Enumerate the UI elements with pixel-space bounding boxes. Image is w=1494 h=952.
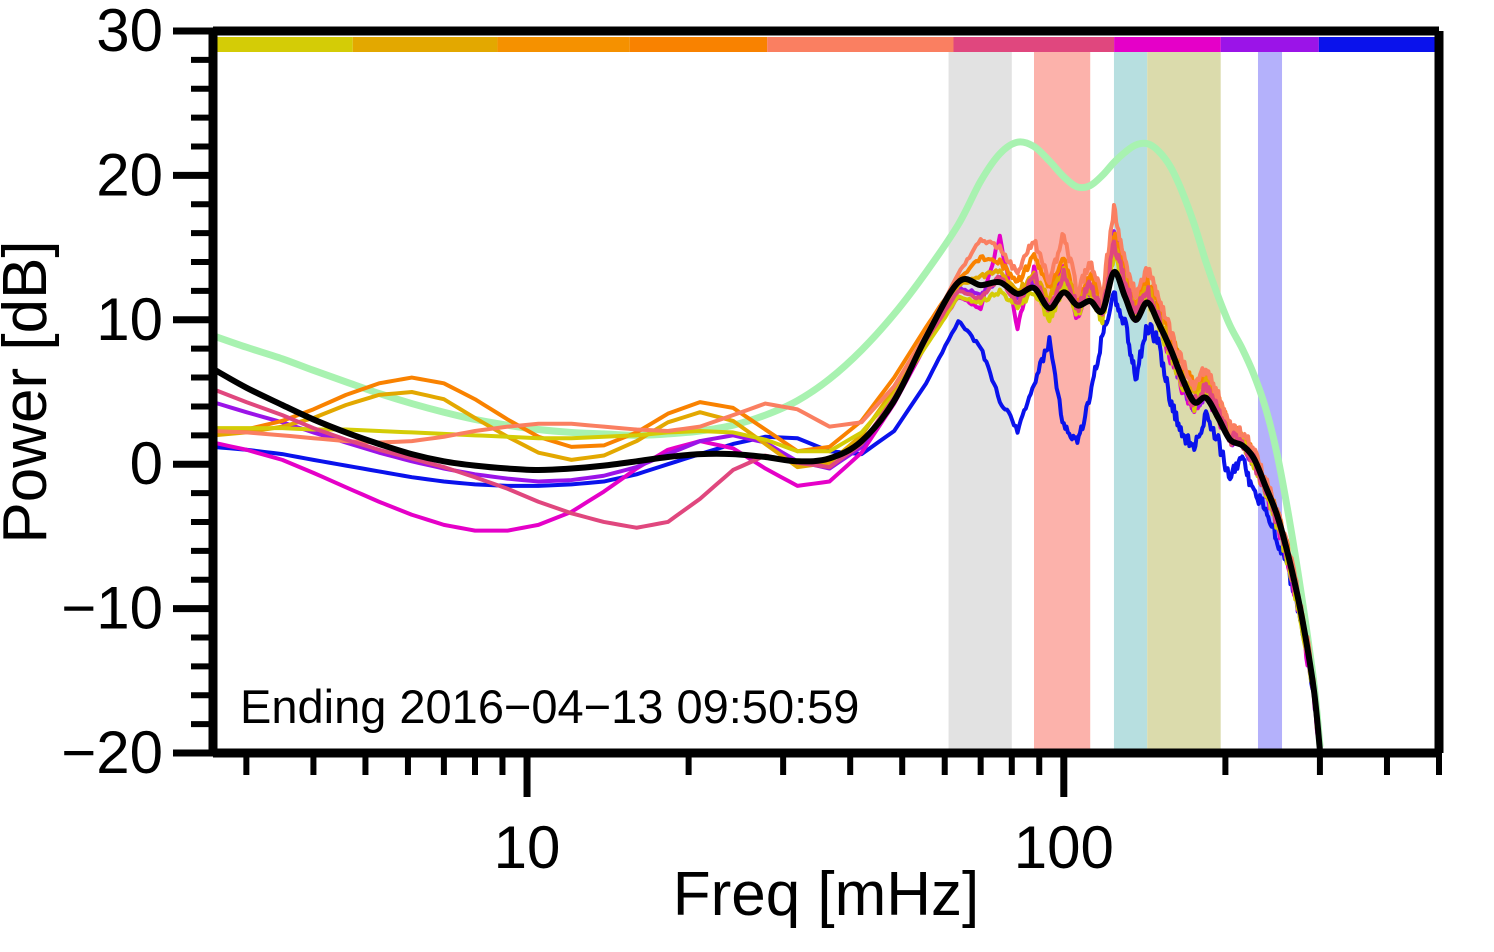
y-tick-label: 20 (96, 141, 163, 208)
spectrum-lightgreen-curve (213, 138, 1324, 750)
x-tick-label: 10 (494, 814, 561, 881)
colorbar-seg-7 (1114, 37, 1221, 52)
axis-frame (208, 26, 1444, 758)
time-colorbar (213, 37, 1439, 52)
band-cyan (1113, 52, 1148, 753)
y-tick-label: −10 (61, 575, 163, 642)
axis-ticks (173, 27, 1442, 797)
mean-spectrum-curve (213, 269, 1323, 753)
band-pink (1034, 52, 1091, 753)
spectrum-curve-group (213, 138, 1324, 753)
y-tick-label: 10 (96, 286, 163, 353)
y-tick-label: 0 (130, 430, 163, 497)
y-axis-label: Power [dB] (0, 240, 60, 543)
colorbar-seg-6 (953, 37, 1115, 52)
spectrum-salmon-curve (213, 203, 1322, 751)
colorbar-seg-4 (629, 37, 768, 52)
colorbar-seg-3 (497, 37, 630, 52)
colorbar-seg-1 (213, 37, 353, 52)
x-tick-label: 100 (1014, 814, 1114, 881)
y-tick-label: 30 (96, 0, 163, 64)
y-tick-label: −20 (61, 719, 163, 786)
colorbar-seg-2 (352, 37, 498, 52)
band-gray (948, 52, 1012, 753)
ending-timestamp-annotation: Ending 2016−04−13 09:50:59 (240, 680, 859, 733)
colorbar-seg-5 (767, 37, 954, 52)
colorbar-seg-9 (1318, 37, 1439, 52)
colorbar-seg-8 (1220, 37, 1319, 52)
x-axis-label: Freq [mHz] (673, 860, 980, 929)
